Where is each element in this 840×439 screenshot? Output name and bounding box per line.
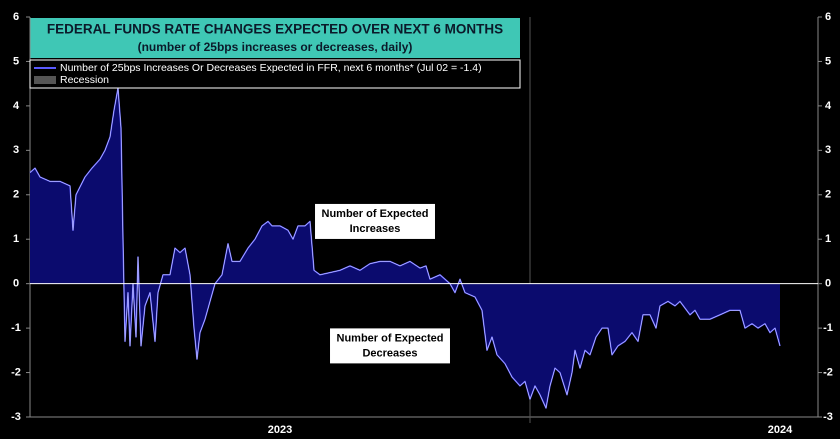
y2-tick-label: -3 [823,411,833,423]
y2-tick-label: -2 [823,366,833,378]
annotation: Number of Expected Decreases [329,327,451,365]
line-highlight [29,88,781,409]
title-box [30,18,520,58]
annotation-text: Increases [350,223,401,235]
legend-swatch [34,76,56,84]
y2-tick-label: 0 [825,278,831,290]
y2-tick-label: 5 [825,55,831,67]
y2-tick-label: -1 [823,322,833,334]
chart-subtitle: (number of 25bps increases or decreases,… [138,40,413,54]
y-tick-label: 5 [13,55,19,67]
legend-label: Number of 25bps Increases Or Decreases E… [60,62,482,74]
x-tick-label: 2023 [268,424,292,436]
y2-tick-label: 4 [825,100,832,112]
annotation-text: Number of Expected [337,332,444,344]
annotation: Number of Expected Increases [314,202,436,240]
annotation-box [329,327,451,365]
legend-box [29,59,521,89]
y2-tick-label: 6 [825,11,831,23]
y-tick-label: 6 [13,11,19,23]
legend-label: Recession [60,74,109,86]
y-tick-label: 0 [13,278,19,290]
y-tick-label: 1 [13,233,19,245]
x-tick-label: 2024 [768,424,793,436]
chart-title: FEDERAL FUNDS RATE CHANGES EXPECTED OVER… [47,22,503,37]
y-tick-label: -2 [11,366,21,378]
y2-tick-label: 1 [825,233,831,245]
y-tick-label: 2 [13,189,19,201]
y-tick-label: -1 [11,322,21,334]
y2-tick-label: 2 [825,189,831,201]
annotation-text: Number of Expected [322,208,429,220]
annotation-text: Decreases [362,347,417,359]
y-tick-label: 4 [13,100,20,112]
area [30,88,780,409]
annotation-box [314,202,436,240]
y-tick-label: -3 [11,411,21,423]
y-tick-label: 3 [13,144,19,156]
y2-tick-label: 3 [825,144,831,156]
